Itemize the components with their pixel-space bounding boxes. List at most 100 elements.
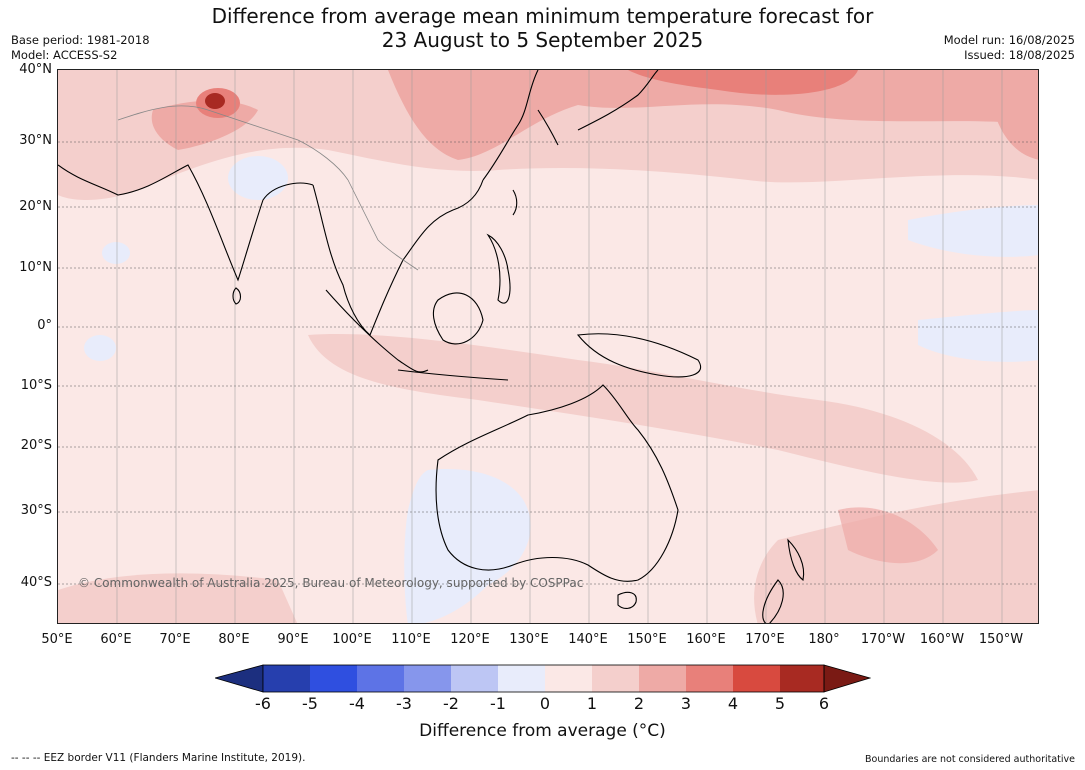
colorbar-swatch	[686, 665, 733, 692]
lon-label-160w: 160°W	[919, 632, 965, 647]
lon-label-60e: 60°E	[100, 632, 132, 647]
coast-java	[397, 369, 509, 381]
colorbar-title: Difference from average (°C)	[419, 721, 666, 741]
lat-label-10s: 10°S	[20, 378, 52, 393]
lat-label-30s: 30°S	[20, 503, 52, 518]
lon-label-50e: 50°E	[41, 632, 73, 647]
cb-tick: -2	[443, 694, 459, 713]
lon-label-120e: 120°E	[450, 632, 490, 647]
meta-left: Base period: 1981-2018 Model: ACCESS-S2	[11, 33, 150, 63]
cb-tick: -1	[490, 694, 506, 713]
colorbar-swatch	[733, 665, 780, 692]
colorbar-swatch	[498, 665, 545, 692]
colorbar	[215, 664, 871, 693]
boundaries-disclaimer: Boundaries are not considered authoritat…	[865, 754, 1075, 765]
lat-label-20s: 20°S	[20, 438, 52, 453]
copyright-notice: © Commonwealth of Australia 2025, Bureau…	[78, 576, 583, 590]
coast-sumatra	[325, 289, 429, 373]
lon-label-100e: 100°E	[332, 632, 372, 647]
cb-tick: -5	[302, 694, 318, 713]
lat-label-30n: 30°N	[19, 133, 52, 148]
cb-tick: 1	[586, 694, 598, 713]
lon-label-160e: 160°E	[686, 632, 726, 647]
cb-tick: 3	[680, 694, 692, 713]
anomaly-australia-cool	[404, 469, 531, 623]
meridians	[116, 70, 1003, 623]
lat-label-10n: 10°N	[19, 260, 52, 275]
title-line-1: Difference from average mean minimum tem…	[211, 4, 874, 28]
lon-label-180: 180°	[808, 632, 840, 647]
coastlines	[58, 70, 805, 623]
colorbar-frame	[262, 664, 825, 693]
lon-label-90e: 90°E	[277, 632, 309, 647]
anomaly-pacific-cool	[908, 205, 1038, 257]
coast-nz-south	[762, 579, 784, 623]
coast-borneo	[432, 292, 484, 345]
lon-label-170w: 170°W	[860, 632, 906, 647]
lat-label-40s: 40°S	[20, 575, 52, 590]
lat-label-0: 0°	[37, 318, 52, 333]
cb-tick: 5	[774, 694, 786, 713]
map-svg: © Commonwealth of Australia 2025, Bureau…	[58, 70, 1038, 623]
cb-tick: -3	[396, 694, 412, 713]
coast-taiwan	[512, 189, 518, 216]
model-name: Model: ACCESS-S2	[11, 48, 118, 62]
anomaly-indian-ocean-cool	[84, 335, 116, 361]
anomaly-equatorial-warm	[308, 334, 978, 483]
cb-tick: -4	[349, 694, 365, 713]
anomaly-central-pacific-cool	[918, 310, 1038, 362]
coast-india	[58, 164, 314, 282]
lon-label-110e: 110°E	[391, 632, 431, 647]
coast-nz-north	[787, 538, 805, 581]
anomaly-east-asia	[388, 70, 1038, 160]
coast-philippines	[486, 233, 511, 304]
cb-tick: 2	[633, 694, 645, 713]
lat-label-40n: 40°N	[19, 62, 52, 77]
title-line-2: 23 August to 5 September 2025	[381, 28, 704, 52]
cb-tick: -6	[255, 694, 271, 713]
anomaly-arabian-sea-cool	[102, 242, 130, 264]
lon-label-140e: 140°E	[568, 632, 608, 647]
cb-tick: 6	[818, 694, 830, 713]
coast-sri-lanka	[232, 287, 242, 305]
lat-label-20n: 20°N	[19, 199, 52, 214]
anomaly-nw-pacific-east	[988, 75, 1038, 160]
colorbar-swatch	[310, 665, 357, 692]
border-se-asia	[347, 179, 419, 271]
coast-australia	[435, 384, 679, 582]
lon-label-150w: 150°W	[978, 632, 1024, 647]
issued-date: Issued: 18/08/2025	[964, 48, 1075, 62]
colorbar-swatch	[404, 665, 451, 692]
coast-korea	[537, 109, 559, 146]
lon-label-130e: 130°E	[509, 632, 549, 647]
coast-tasmania	[617, 591, 637, 609]
lon-label-80e: 80°E	[218, 632, 250, 647]
colorbar-arrow-high	[823, 664, 871, 693]
coast-japan	[577, 70, 659, 131]
colorbar-swatch	[357, 665, 404, 692]
model-run: Model run: 16/08/2025	[943, 33, 1075, 47]
base-period: Base period: 1981-2018	[11, 33, 150, 47]
coast-sea	[312, 179, 484, 336]
colorbar-swatch	[639, 665, 686, 692]
meta-right: Model run: 16/08/2025 Issued: 18/08/2025	[944, 33, 1075, 63]
chart-title: Difference from average mean minimum tem…	[0, 4, 1085, 52]
anomaly-nz-region	[838, 507, 938, 564]
colorbar-swatch	[545, 665, 592, 692]
lon-label-70e: 70°E	[159, 632, 191, 647]
colorbar-arrow-low	[215, 664, 264, 693]
anomaly-south-warm	[58, 573, 298, 623]
cb-tick: 4	[727, 694, 739, 713]
lon-label-150e: 150°E	[627, 632, 667, 647]
coast-new-guinea	[576, 333, 701, 378]
cb-tick: 0	[539, 694, 551, 713]
lon-label-170e: 170°E	[745, 632, 785, 647]
eez-legend: -- -- -- EEZ border V11 (Flanders Marine…	[11, 752, 306, 764]
colorbar-swatch	[451, 665, 498, 692]
country-borders	[117, 105, 419, 271]
anomaly-japan	[628, 70, 858, 95]
coast-china	[482, 70, 539, 181]
colorbar-swatch	[780, 665, 824, 692]
anomaly-hotspot-inner	[205, 93, 225, 109]
border-himalaya	[117, 105, 349, 181]
